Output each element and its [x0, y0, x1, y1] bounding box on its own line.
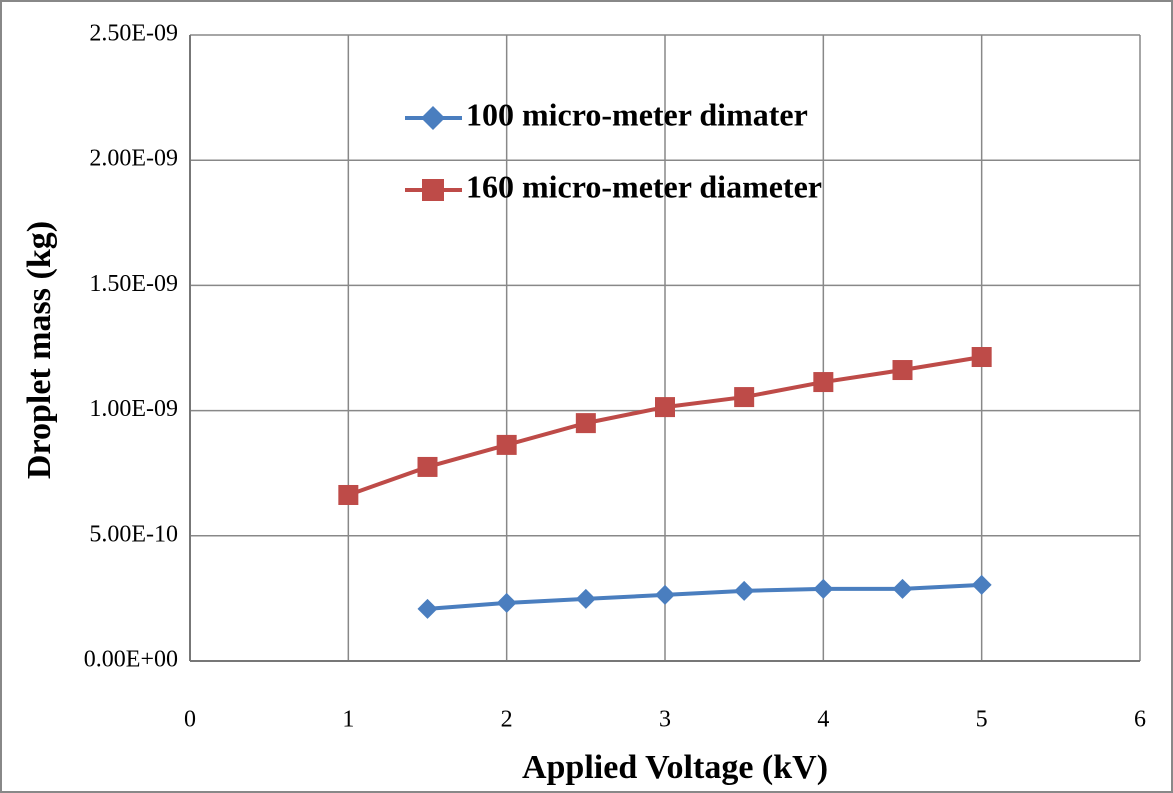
marker — [496, 434, 517, 455]
marker — [734, 580, 755, 601]
legend-marker — [421, 106, 445, 130]
marker — [655, 584, 675, 605]
marker — [655, 397, 675, 418]
y-tick-label: 0.00E+00 — [84, 647, 178, 673]
x-axis-title: Applied Voltage (kV) — [522, 749, 828, 786]
marker — [417, 456, 438, 477]
marker — [575, 413, 596, 434]
x-tick-label: 0 — [184, 707, 196, 733]
x-tick-label: 5 — [976, 707, 988, 733]
marker — [971, 347, 992, 368]
y-tick-label: 2.00E-09 — [89, 146, 178, 172]
x-tick-label: 6 — [1134, 707, 1146, 733]
x-tick-label: 1 — [342, 707, 354, 733]
y-tick-label: 2.50E-09 — [89, 21, 178, 47]
legend-label: 100 micro-meter dimater — [466, 96, 808, 132]
series-line — [427, 582, 982, 611]
marker — [417, 598, 438, 619]
legend-label: 160 micro-meter diameter — [466, 168, 822, 204]
x-tick-label: 3 — [659, 707, 671, 733]
marker — [813, 372, 834, 393]
y-tick-label: 1.50E-09 — [89, 271, 178, 297]
marker — [575, 588, 596, 609]
x-tick-label: 2 — [501, 707, 513, 733]
marker — [338, 484, 359, 505]
marker — [892, 360, 913, 381]
marker — [892, 578, 913, 599]
legend-marker — [422, 179, 444, 201]
marker — [813, 578, 834, 599]
y-axis-title: Droplet mass (kg) — [21, 221, 58, 479]
marker — [971, 574, 992, 595]
y-tick-label: 5.00E-10 — [89, 521, 178, 547]
y-tick-label: 1.00E-09 — [89, 396, 178, 422]
x-tick-label: 4 — [817, 707, 829, 733]
marker — [496, 592, 517, 613]
marker — [734, 387, 755, 408]
